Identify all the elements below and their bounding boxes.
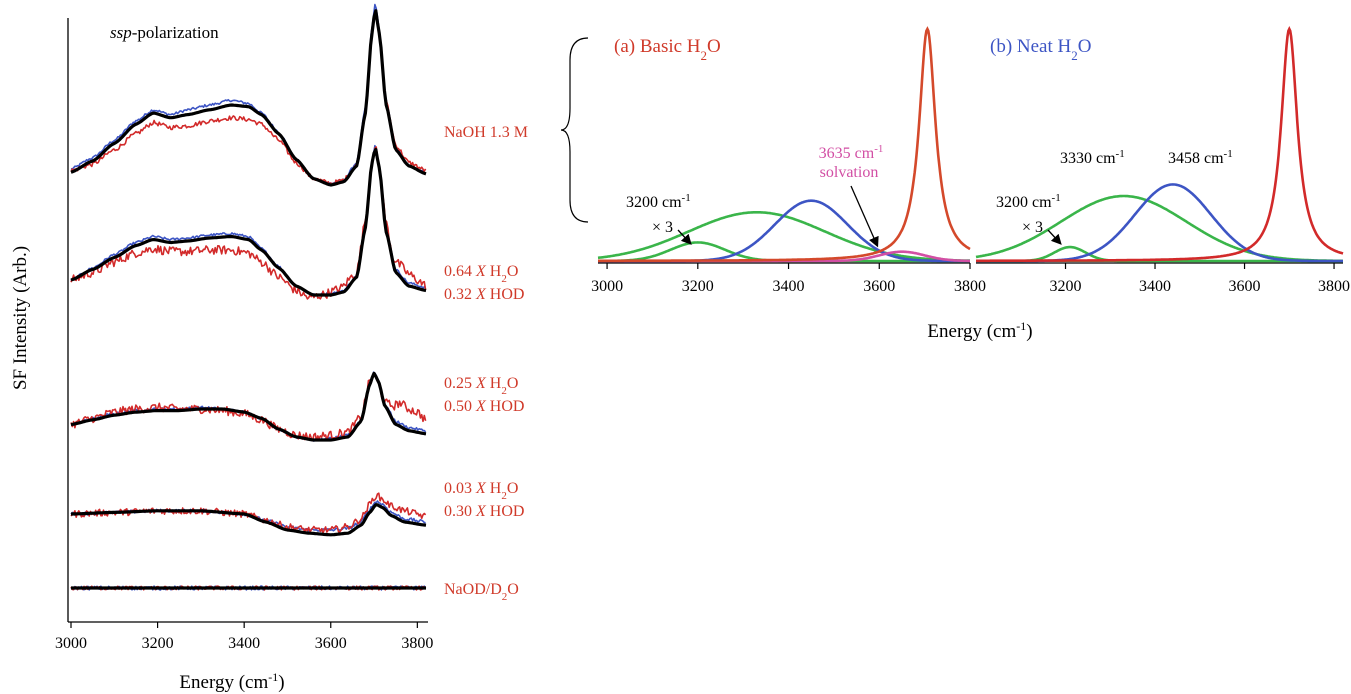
annot-a-x3: × 3: [652, 219, 673, 236]
right-xtick-label: 3400: [1139, 278, 1171, 295]
right-xtick-label: 3400: [773, 278, 805, 295]
brace: [560, 37, 589, 223]
right-xtick-label: 3600: [1229, 278, 1261, 295]
arrow-a-3200: [677, 229, 692, 245]
left-xlabel: Energy (cm-1): [179, 670, 284, 693]
spectrum-label: 0.32 X HOD: [444, 286, 524, 303]
left-xtick-label: 3200: [142, 635, 174, 652]
right-xticks: 3000 3200 3400 3600 3800 3200 3400 3600 3800: [591, 263, 1350, 295]
annot-b-3200: 3200 cm-1: [996, 192, 1061, 211]
annot-b-3458: 3458 cm-1: [1168, 148, 1233, 167]
spectrum-3: [70, 492, 427, 537]
spectrum-label: 0.03 X H2O: [444, 480, 518, 502]
arrow-a-3635: [850, 185, 879, 248]
left-xtick-label: 3000: [55, 635, 87, 652]
left-xtick-label: 3800: [401, 635, 433, 652]
fit-peak-orange: [598, 26, 971, 263]
annot-a-solvation: solvation: [820, 164, 879, 181]
right-xlabel: Energy (cm-1): [927, 319, 1032, 342]
right-xtick-label: 3800: [1318, 278, 1350, 295]
right-chart: 3000 3200 3400 3600 3800 3200 3400 3600 3800 (a)…: [560, 25, 1350, 342]
spectrum-fit: [70, 147, 427, 297]
spectrum-blue-data: [70, 371, 427, 442]
spectrum-label: 0.25 X H2O: [444, 375, 518, 397]
right-xtick-label: 3200: [1050, 278, 1082, 295]
annot-a-3200: 3200 cm-1: [626, 192, 691, 211]
left-spectra: [70, 3, 427, 591]
spectrum-label: 0.50 X HOD: [444, 398, 524, 415]
annot-b-x3: × 3: [1022, 219, 1043, 236]
right-xtick-label: 3600: [863, 278, 895, 295]
left-xtick-label: 3600: [315, 635, 347, 652]
spectrum-fit: [71, 503, 427, 537]
annot-a-3635: 3635 cm-1: [819, 143, 884, 162]
spectrum-4: [70, 585, 427, 591]
spectrum-fit: [70, 371, 427, 442]
fit-peak-red: [976, 25, 1344, 263]
right-xtick-label: 3800: [954, 278, 986, 295]
spectrum-red-data: [70, 372, 427, 442]
left-title: ssp-polarization: [110, 23, 219, 42]
left-chart: 3000 3200 3400 3600 3800 NaOH 1.3 M 0.64 X H2…: [10, 3, 528, 693]
panel-b-title: (b) Neat H2O: [990, 36, 1091, 63]
spectrum-label: NaOD/D2O: [444, 581, 519, 603]
annot-b-3330: 3330 cm-1: [1060, 148, 1125, 167]
left-xtick-label: 3400: [228, 635, 260, 652]
right-xtick-label: 3200: [682, 278, 714, 295]
right-curves: [597, 25, 1344, 263]
spectrum-0: [70, 3, 427, 187]
spectrum-1: [70, 144, 427, 300]
left-ylabel: SF Intensity (Arb.): [10, 246, 31, 390]
right-xtick-label: 3000: [591, 278, 623, 295]
fit-peak-green: [975, 194, 1343, 263]
arrow-b-3200: [1047, 229, 1062, 245]
spectrum-label: 0.30 X HOD: [444, 503, 524, 520]
spectrum-label: 0.64 X H2O: [444, 263, 518, 285]
spectrum-2: [70, 371, 427, 442]
left-xticks: 3000 3200 3400 3600 3800: [55, 622, 433, 652]
spectrum-fit: [70, 9, 427, 187]
panel-a-title: (a) Basic H2O: [614, 36, 721, 63]
spectrum-label: NaOH 1.3 M: [444, 124, 528, 141]
